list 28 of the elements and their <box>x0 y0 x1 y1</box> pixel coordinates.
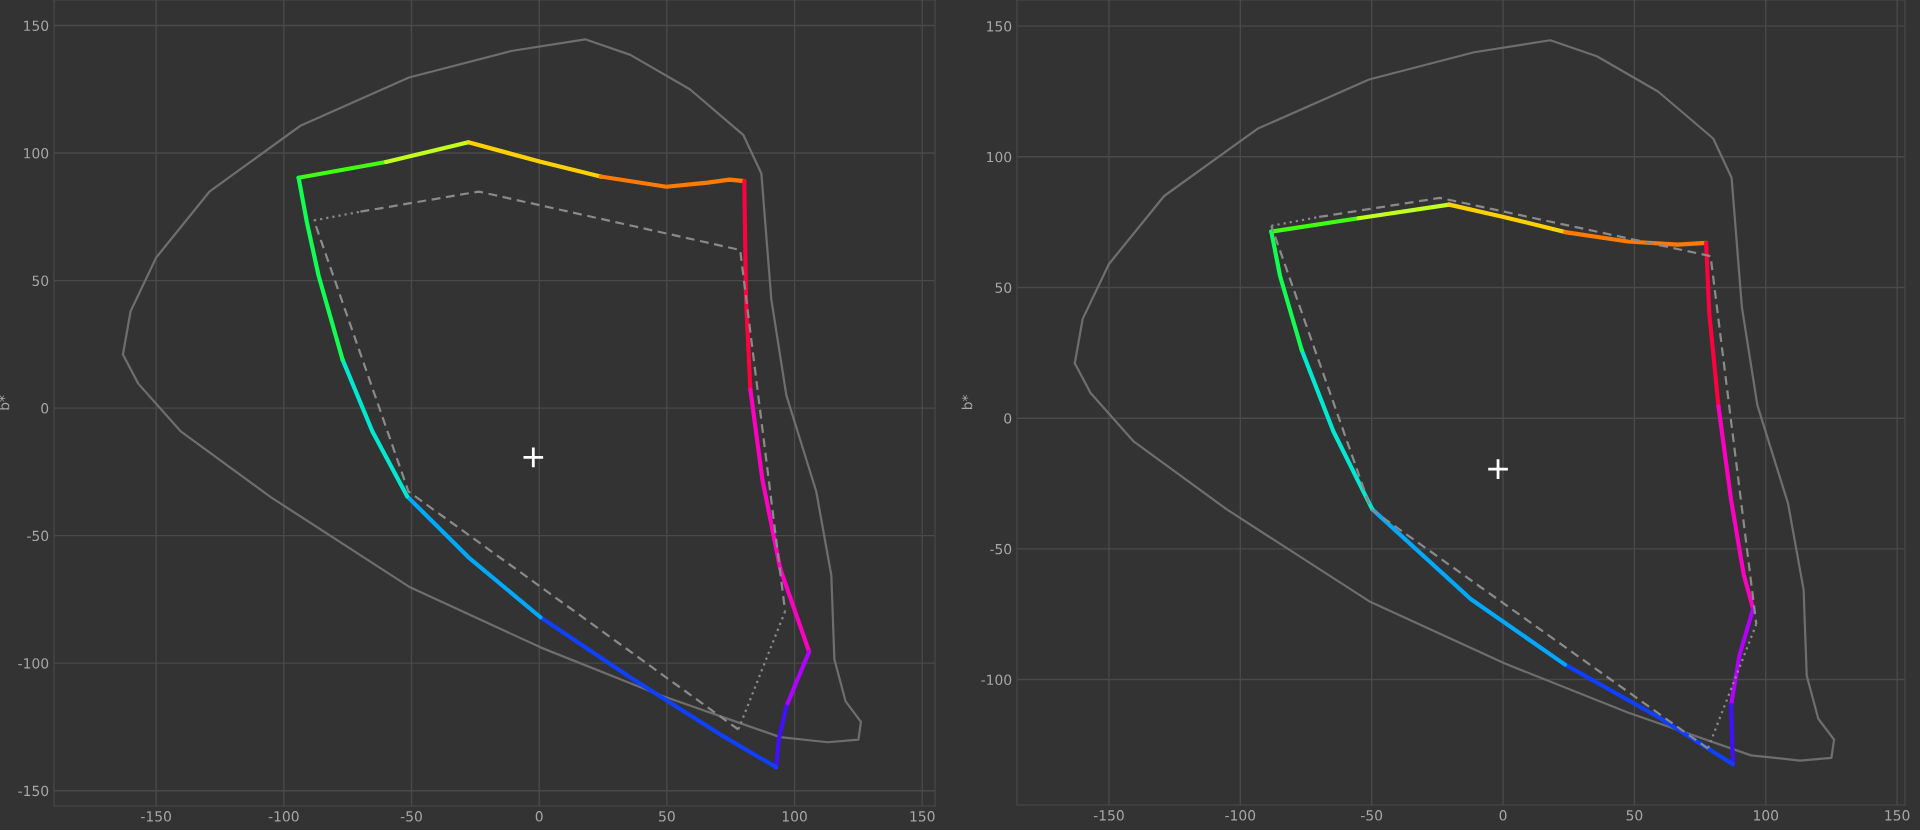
x-tick-label: -150 <box>141 811 171 822</box>
y-tick-label: -50 <box>990 543 1012 555</box>
x-tick-label: 150 <box>910 811 935 822</box>
x-tick-label: -100 <box>1225 810 1256 821</box>
x-tick-label: 100 <box>1754 810 1779 821</box>
y-tick-label: 0 <box>1004 413 1012 424</box>
x-tick-label: 0 <box>1499 810 1507 821</box>
y-tick-label: 150 <box>24 20 49 31</box>
y-tick-label: 0 <box>41 403 49 414</box>
x-tick-label: 50 <box>1626 810 1643 821</box>
y-tick-label: 150 <box>987 21 1012 32</box>
x-tick-label: -50 <box>1361 810 1383 821</box>
x-tick-label: -150 <box>1093 810 1124 821</box>
y-tick-label: 100 <box>987 151 1012 163</box>
x-tick-label: -50 <box>400 811 422 822</box>
x-tick-label: 150 <box>1885 810 1910 821</box>
y-axis-title: b* <box>961 395 973 410</box>
y-tick-label: -100 <box>981 674 1012 686</box>
y-tick-label: -50 <box>27 530 49 542</box>
y-tick-label: 50 <box>32 275 49 287</box>
x-tick-label: 0 <box>535 811 543 822</box>
y-tick-label: -150 <box>18 785 49 797</box>
x-tick-label: -100 <box>268 811 299 822</box>
y-tick-label: 100 <box>24 148 49 159</box>
x-tick-label: 100 <box>782 811 807 822</box>
x-tick-label: 50 <box>659 811 675 822</box>
y-tick-label: -100 <box>18 658 49 669</box>
y-tick-label: 50 <box>995 282 1012 293</box>
